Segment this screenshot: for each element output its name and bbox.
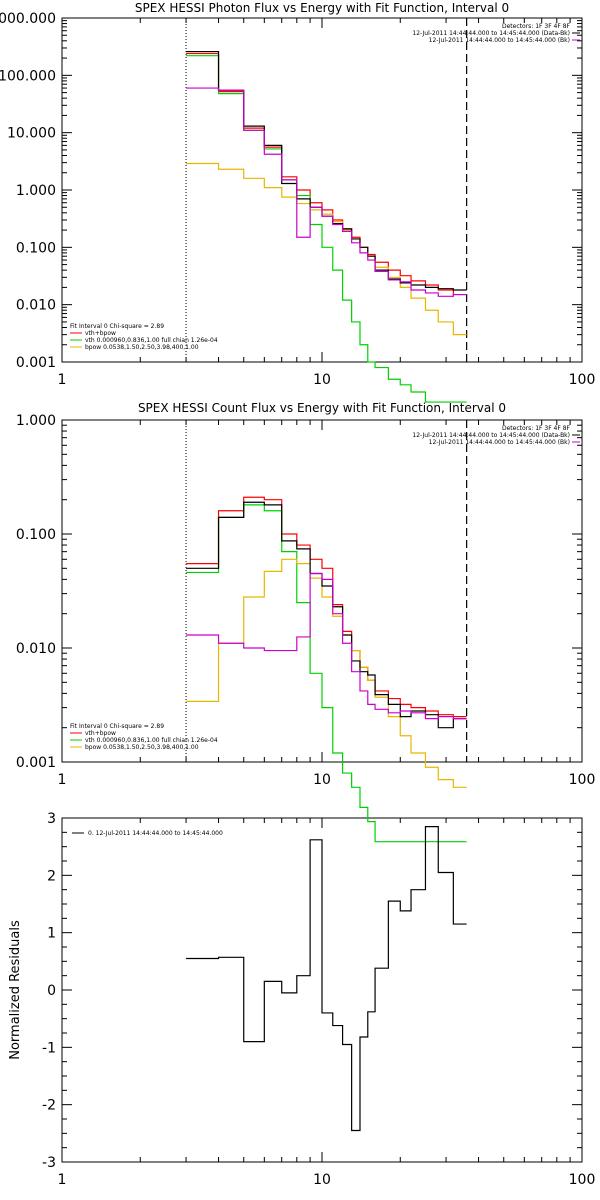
y-tick-label: -2 — [42, 1098, 56, 1114]
legend-entry-2: vth 0.000960,0.836,1.00 full chian 1.26e… — [85, 337, 218, 344]
x-tick-label: 100 — [569, 372, 596, 388]
x-tick-label: 1 — [58, 772, 67, 788]
plot-frame — [61, 17, 583, 363]
x-tick-label: 1 — [58, 372, 67, 388]
series-group-3 — [186, 826, 467, 1132]
legend-entry-1: vth+bpow — [85, 730, 116, 737]
chart-panel-1: SPEX HESSI Photon Flux vs Energy with Fi… — [0, 1, 595, 388]
series-line-2 — [186, 55, 467, 403]
x-tick-label: 10 — [313, 372, 331, 388]
legend-entry-1: vth+bpow — [85, 330, 116, 337]
residual-legend: 0. 12-Jul-2011 14:44:44.000 to 14:45:44.… — [72, 830, 223, 837]
series-line-1 — [186, 826, 467, 1132]
interval-label-2: 12-Jul-2011 14:44:44.000 to 14:45:44.000… — [429, 37, 570, 44]
legend-entry-3: bpow 0.0538,1.50,2.50,3.98,400,1.00 — [85, 744, 199, 751]
x-tick-label: 10 — [313, 1172, 331, 1188]
interval-label-1: 12-Jul-2011 14:44:44.000 to 14:45:44.000… — [412, 432, 570, 439]
y-tick-label: 10.000 — [7, 126, 56, 142]
y-tick-label: 0.010 — [16, 641, 56, 657]
y-tick-label: 1 — [47, 926, 56, 942]
series-group-1 — [186, 50, 467, 403]
series-line-3 — [186, 558, 467, 788]
y-tick-label: 3 — [47, 811, 56, 827]
detectors-label: Detectors: 1F 3F 4F 8F — [502, 23, 571, 30]
chart-panel-3: Normalized Residuals 1 10 100 -3 -2 -1 0 1 2 3 — [8, 811, 595, 1188]
y-tick-label: 0.001 — [16, 755, 56, 771]
y-tick-label: -3 — [42, 1155, 56, 1171]
y-tick-label: 1.000 — [16, 413, 56, 429]
y-tick-label: 0.100 — [16, 527, 56, 543]
interval-label-2: 12-Jul-2011 14:44:44.000 to 14:45:44.000… — [429, 439, 570, 446]
x-tick-label: 1 — [58, 1172, 67, 1188]
fit-label: Fit Interval 0 Chi-square = 2.89 — [70, 723, 164, 730]
series-group-2 — [186, 496, 467, 843]
series-line-5 — [186, 87, 467, 297]
series-line-4 — [186, 501, 467, 729]
legend-entry-2: vth 0.000960,0.836,1.00 full chian 1.26e… — [85, 737, 218, 744]
chart-title: SPEX HESSI Count Flux vs Energy with Fit… — [138, 401, 506, 415]
residual-legend-label: 0. 12-Jul-2011 14:44:44.000 to 14:45:44.… — [88, 830, 223, 837]
y-tick-label: 0.001 — [16, 355, 56, 371]
x-tick-label: 100 — [569, 1172, 596, 1188]
detectors-label: Detectors: 1F 3F 4F 8F — [502, 425, 571, 432]
y-tick-label: -1 — [42, 1040, 56, 1056]
legend-entry-3: bpow 0.0538,1.50,2.50,3.98,400,1.00 — [85, 344, 199, 351]
series-line-2 — [186, 504, 467, 843]
x-tick-label: 100 — [569, 772, 596, 788]
x-tick-label: 10 — [313, 772, 331, 788]
interval-label-1: 12-Jul-2011 14:44:44.000 to 14:45:44.000… — [412, 30, 570, 37]
series-line-4 — [186, 50, 467, 291]
y-tick-label: 0 — [47, 983, 56, 999]
fit-label: Fit Interval 0 Chi-square = 2.89 — [70, 323, 164, 330]
y-tick-label: 100.000 — [0, 68, 56, 84]
y-tick-label: 2 — [47, 868, 56, 884]
y-tick-label: 0.100 — [16, 240, 56, 256]
y-axis-label: Normalized Residuals — [8, 920, 23, 1060]
series-line-1 — [186, 496, 467, 718]
y-tick-label: 0.010 — [16, 298, 56, 314]
series-line-5 — [186, 572, 467, 720]
series-line-3 — [186, 162, 467, 336]
chart-title: SPEX HESSI Photon Flux vs Energy with Fi… — [135, 1, 509, 15]
y-tick-label: 1.000 — [16, 183, 56, 199]
chart-panel-2: SPEX HESSI Count Flux vs Energy with Fit… — [16, 401, 595, 788]
